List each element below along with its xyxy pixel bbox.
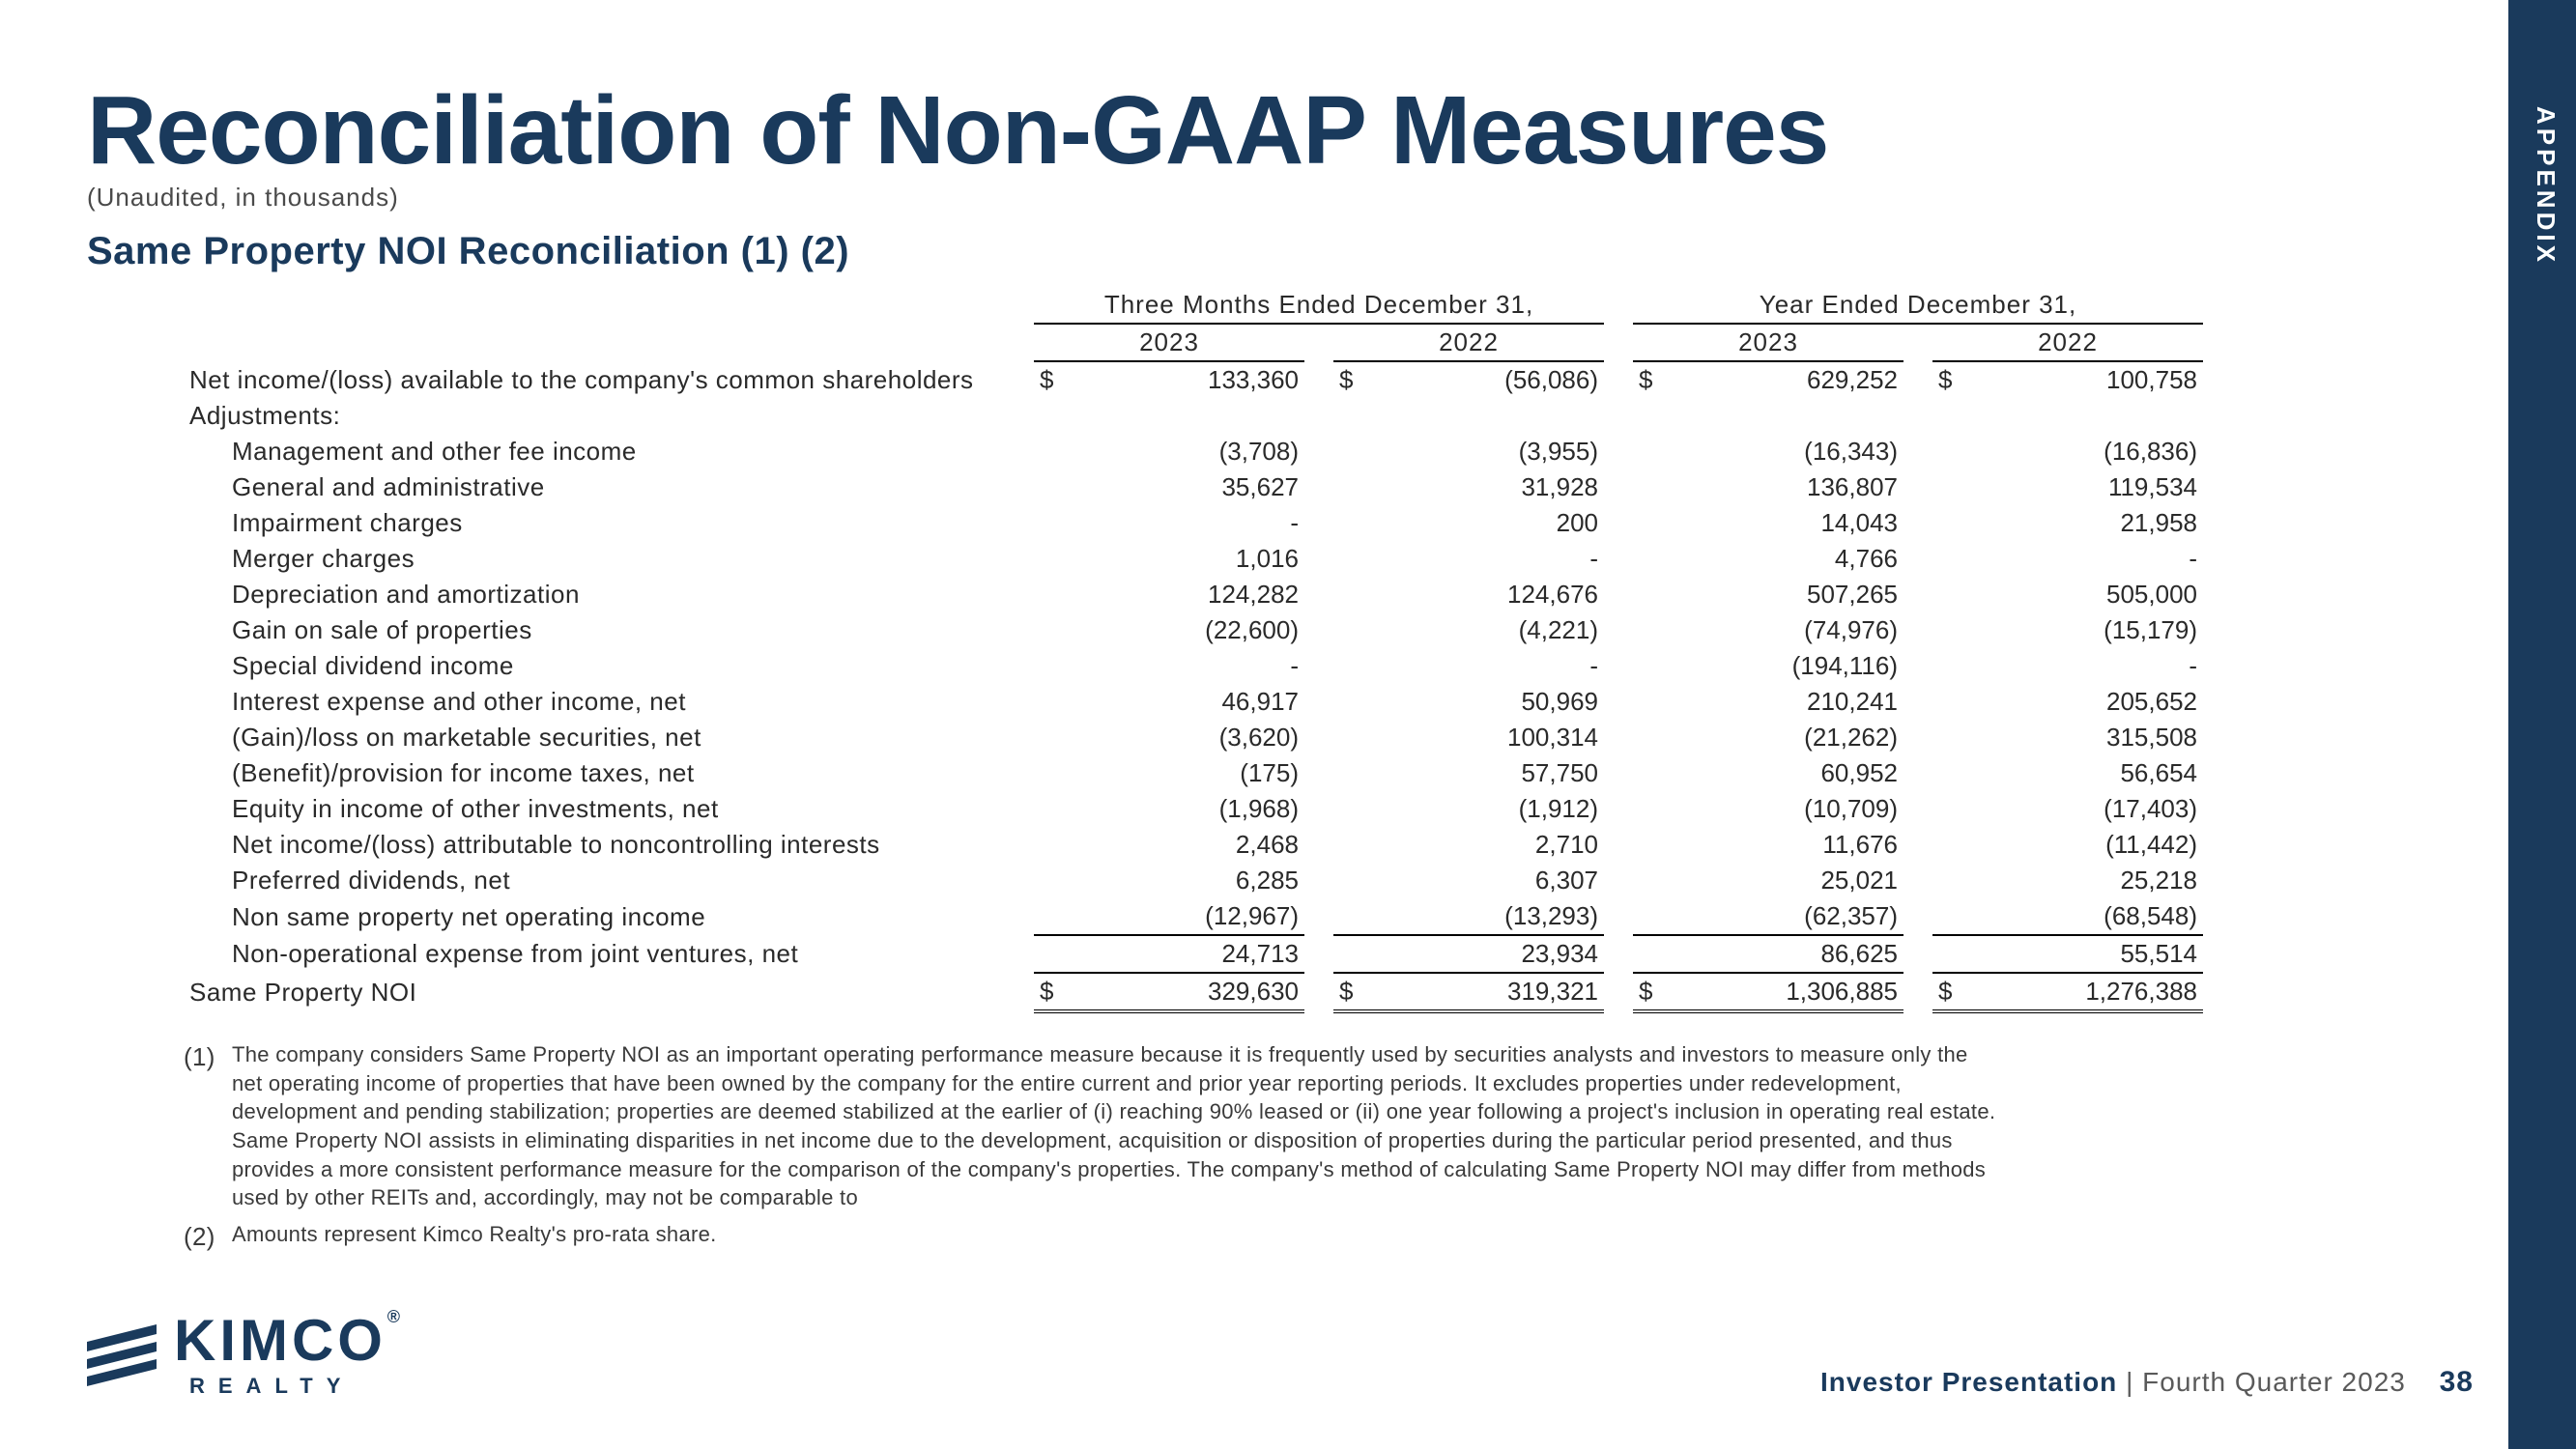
table-row: Preferred dividends, net6,2856,30725,021…	[184, 863, 2203, 898]
table-row: Interest expense and other income, net46…	[184, 684, 2203, 720]
section-subtitle: Same Property NOI Reconciliation (1) (2)	[87, 230, 2464, 273]
table-row: Depreciation and amortization124,282124,…	[184, 577, 2203, 612]
footer-presentation: Investor Presentation	[1820, 1367, 2117, 1397]
table-row: Merger charges1,016-4,766-	[184, 541, 2203, 577]
footnote: (1)The company considers Same Property N…	[184, 1040, 2000, 1212]
table-row: Equity in income of other investments, n…	[184, 791, 2203, 827]
table-row: Non same property net operating income(1…	[184, 898, 2203, 935]
table-row: Non-operational expense from joint ventu…	[184, 935, 2203, 973]
table-row: (Benefit)/provision for income taxes, ne…	[184, 755, 2203, 791]
appendix-label: APPENDIX	[2531, 106, 2561, 266]
table-row: Special dividend income--(194,116)-	[184, 648, 2203, 684]
logo-main-text: KIMCO®	[174, 1312, 386, 1370]
slide-footer: KIMCO® REALTY Investor Presentation | Fo…	[87, 1312, 2474, 1399]
table-total-row: Same Property NOI$329,630$319,321$1,306,…	[184, 973, 2203, 1011]
footer-right: Investor Presentation | Fourth Quarter 2…	[1820, 1366, 2474, 1399]
table-row: Net income/(loss) available to the compa…	[184, 361, 2203, 398]
footer-period: Fourth Quarter 2023	[2142, 1367, 2406, 1397]
footnotes: (1)The company considers Same Property N…	[184, 1040, 2000, 1254]
logo-sub-text: REALTY	[189, 1374, 354, 1399]
kimco-logo: KIMCO® REALTY	[87, 1312, 386, 1399]
reconciliation-table: Three Months Ended December 31,Year Ende…	[184, 287, 2203, 1013]
table-row: Impairment charges-20014,04321,958	[184, 505, 2203, 541]
slide-content: Reconciliation of Non-GAAP Measures (Una…	[87, 82, 2464, 1262]
unaudited-note: (Unaudited, in thousands)	[87, 183, 2464, 213]
table-row: Adjustments:	[184, 398, 2203, 434]
page-title: Reconciliation of Non-GAAP Measures	[87, 82, 2464, 179]
table-row: (Gain)/loss on marketable securities, ne…	[184, 720, 2203, 755]
footnote: (2)Amounts represent Kimco Realty's pro-…	[184, 1220, 2000, 1254]
logo-bars-icon	[87, 1333, 157, 1378]
table-row: General and administrative35,62731,92813…	[184, 469, 2203, 505]
table-row: Gain on sale of properties(22,600)(4,221…	[184, 612, 2203, 648]
page-number: 38	[2440, 1366, 2474, 1398]
table-row: Management and other fee income(3,708)(3…	[184, 434, 2203, 469]
table-row: Net income/(loss) attributable to noncon…	[184, 827, 2203, 863]
